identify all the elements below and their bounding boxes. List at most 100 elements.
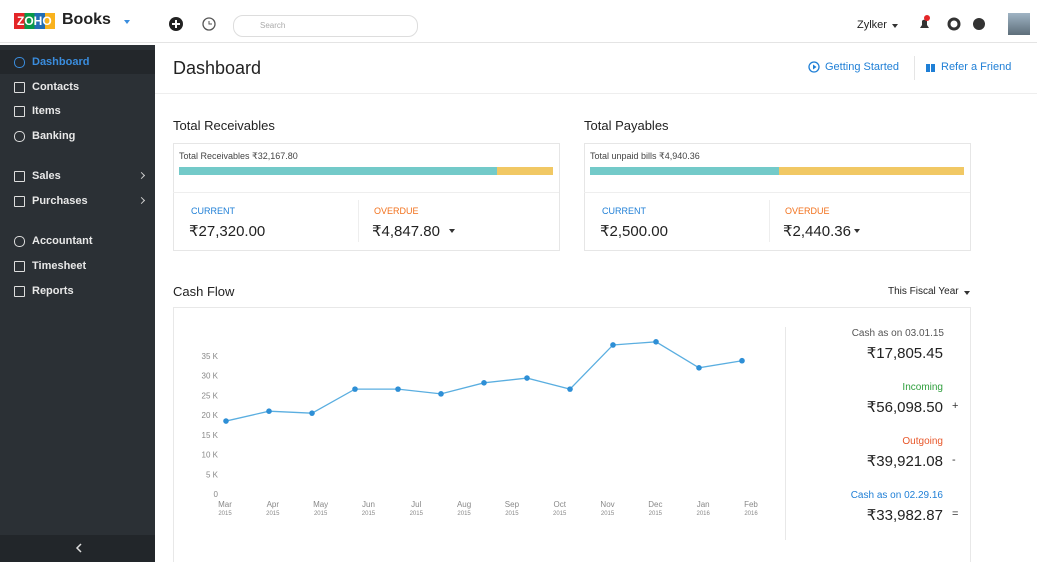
dropdown-arrow — [854, 229, 860, 233]
product-name[interactable]: Books — [62, 11, 111, 28]
nav-item[interactable]: Contacts — [32, 81, 80, 93]
x-tick-year: 2015 — [457, 511, 471, 517]
data-point — [352, 386, 358, 392]
summary-amount: ₹33,982.87 — [866, 507, 943, 524]
getting-started-link[interactable]: Getting Started — [825, 61, 899, 73]
y-tick-label: 35 K — [202, 352, 219, 361]
active-item[interactable] — [0, 50, 155, 74]
nav-item[interactable]: Reports — [32, 285, 74, 297]
data-point — [266, 408, 272, 414]
bar-current — [590, 167, 780, 175]
sidebar — [0, 45, 155, 562]
data-point — [696, 365, 702, 371]
x-tick-year: 2015 — [362, 511, 376, 517]
y-tick-label: 0 — [214, 490, 219, 499]
org-name[interactable]: Zylker — [857, 19, 887, 31]
collapse-icon[interactable] — [75, 543, 83, 553]
data-point — [524, 375, 530, 381]
x-tick-month: Apr — [267, 500, 280, 509]
nav-item[interactable]: Banking — [32, 130, 76, 142]
nav-icon — [14, 236, 25, 247]
card-summary: Total Receivables ₹32,167.80 — [179, 151, 298, 161]
page-title: Dashboard — [173, 58, 262, 78]
x-tick-month: Dec — [648, 500, 662, 509]
y-tick-label: 30 K — [202, 372, 219, 381]
x-tick-month: Jul — [411, 500, 421, 509]
nav-item[interactable]: Dashboard — [32, 56, 90, 68]
summary-label: Incoming — [902, 382, 943, 393]
nav-item[interactable]: Accountant — [32, 235, 93, 247]
nav-item[interactable]: Items — [32, 105, 61, 117]
overdue-label: OVERDUE — [785, 206, 830, 216]
card — [584, 143, 971, 251]
current-label: CURRENT — [191, 206, 235, 216]
dropdown-arrow — [124, 20, 130, 24]
data-point — [438, 391, 444, 397]
summary-label: Cash as on 02.29.16 — [850, 490, 943, 501]
x-tick-year: 2015 — [553, 511, 567, 517]
nav-item[interactable]: Purchases — [32, 195, 88, 207]
header-rule — [155, 93, 1037, 94]
nav-icon — [14, 82, 25, 93]
data-point — [481, 380, 487, 386]
bar-overdue — [779, 167, 964, 175]
card-divider — [358, 200, 359, 242]
top-icons[interactable] — [168, 16, 228, 32]
overdue-amount: ₹4,847.80 — [372, 223, 440, 240]
nav-icon — [14, 171, 25, 182]
x-tick-month: Nov — [600, 500, 614, 509]
x-tick-month: Jan — [697, 500, 710, 509]
data-point — [567, 386, 573, 392]
y-tick-label: 25 K — [202, 391, 219, 400]
card-title: Total Payables — [584, 118, 669, 133]
data-point — [610, 342, 616, 348]
current-amount: ₹2,500.00 — [600, 223, 668, 240]
data-point — [653, 339, 659, 345]
x-tick-month: Jun — [362, 500, 375, 509]
y-tick-label: 10 K — [202, 451, 219, 460]
current-amount: ₹27,320.00 — [189, 223, 266, 240]
period-select[interactable]: This Fiscal Year — [888, 286, 959, 297]
x-tick-month: Oct — [554, 500, 567, 509]
y-tick-label: 5 K — [206, 470, 219, 479]
nav-icon — [14, 196, 25, 207]
x-tick-year: 2016 — [744, 511, 758, 517]
overdue-label: OVERDUE — [374, 206, 419, 216]
summary-amount: ₹39,921.08 — [866, 453, 943, 470]
data-point — [739, 357, 745, 364]
section-title: Cash Flow — [173, 284, 235, 299]
card-divider — [769, 200, 770, 242]
x-tick-year: 2016 — [697, 511, 711, 517]
data-point — [309, 410, 315, 416]
summary-amount: ₹56,098.50 — [866, 399, 943, 416]
x-tick-month: Mar — [218, 500, 232, 509]
divider — [914, 56, 915, 80]
card-title: Total Receivables — [173, 118, 275, 133]
nav-icon — [14, 131, 25, 142]
refer-link[interactable]: Refer a Friend — [941, 61, 1012, 73]
data-point — [223, 418, 229, 424]
top-right-icons[interactable] — [914, 14, 1004, 32]
dropdown-arrow — [449, 229, 455, 233]
nav-icon — [14, 286, 25, 297]
x-tick-year: 2015 — [266, 511, 280, 517]
x-tick-year: 2015 — [505, 511, 519, 517]
x-tick-month: Feb — [744, 500, 758, 509]
search-placeholder: Search — [260, 21, 286, 30]
nav-item[interactable]: Timesheet — [32, 260, 87, 272]
cash-flow-box — [173, 307, 971, 562]
x-tick-month: May — [313, 500, 328, 509]
x-tick-year: 2015 — [410, 511, 424, 517]
avatar[interactable] — [1008, 13, 1030, 35]
current-label: CURRENT — [602, 206, 646, 216]
search-box[interactable] — [233, 15, 418, 37]
x-tick-year: 2015 — [218, 511, 232, 517]
card — [173, 143, 560, 251]
card-rule — [584, 192, 970, 193]
card-rule — [173, 192, 559, 193]
logo: ZOHO — [14, 13, 55, 29]
nav-item[interactable]: Sales — [32, 170, 61, 182]
bar-current — [179, 167, 497, 175]
cash-flow-chart: 0 5 K 10 K 15 K 20 K 25 K 30 K 35 K Mar 2015 Apr 20… — [202, 339, 758, 517]
